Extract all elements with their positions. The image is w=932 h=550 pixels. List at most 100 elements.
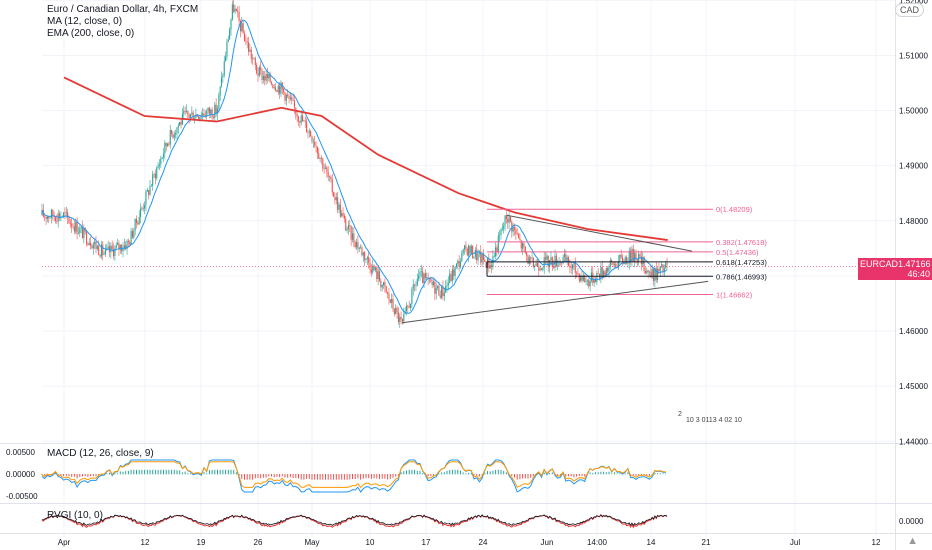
- macd-hist-bar: [98, 474, 100, 476]
- macd-hist-bar: [603, 471, 605, 475]
- candle-body: [326, 167, 328, 172]
- candle-body: [464, 245, 466, 250]
- candle-body: [520, 240, 522, 249]
- macd-hist-bar: [262, 474, 264, 478]
- candle-body: [157, 165, 159, 169]
- candle-body: [503, 225, 505, 229]
- candle-body: [455, 263, 457, 267]
- candle-body: [329, 176, 331, 178]
- macd-hist-bar: [462, 472, 464, 475]
- candle-body: [607, 267, 609, 272]
- macd-hist-bar: [662, 473, 664, 475]
- candle-body: [631, 248, 633, 262]
- candle-body: [234, 8, 236, 12]
- candle-body: [561, 262, 563, 264]
- macd-hist-bar: [136, 469, 137, 475]
- candle-body: [153, 173, 155, 175]
- macd-hist-bar: [451, 469, 453, 475]
- candle-body: [92, 244, 94, 249]
- candle-body: [291, 97, 293, 101]
- candle-body: [165, 142, 167, 146]
- macd-hist-bar: [379, 474, 380, 480]
- candle-body: [377, 271, 379, 279]
- candle-body: [627, 263, 629, 264]
- macd-hist-bar: [125, 471, 127, 475]
- candle-body: [273, 87, 275, 88]
- candle-body: [546, 255, 548, 260]
- candle-body: [262, 76, 264, 80]
- candle-body: [252, 58, 254, 60]
- candle-body: [167, 143, 169, 146]
- candle-body: [176, 127, 178, 134]
- macd-hist-bar: [306, 474, 308, 479]
- candle-body: [383, 282, 385, 286]
- macd-hist-bar: [106, 473, 108, 475]
- candle-body: [185, 110, 187, 112]
- macd-hist-bar: [289, 474, 291, 477]
- macd-hist-bar: [65, 474, 67, 476]
- candle-body: [576, 272, 578, 274]
- candle-body: [230, 19, 232, 30]
- candle-body: [245, 41, 247, 42]
- candle-body: [666, 263, 668, 265]
- candle-body: [407, 305, 409, 307]
- candle-body: [253, 58, 255, 59]
- time-axis-label: 21: [702, 538, 711, 547]
- candle-body: [241, 23, 243, 32]
- candle-body: [115, 245, 117, 248]
- candle-body: [285, 94, 287, 101]
- candle-body: [337, 197, 339, 210]
- candle-body: [601, 267, 603, 276]
- candle-body: [215, 104, 217, 114]
- candle-body: [346, 229, 348, 231]
- fib-level-label: 0.382(1.47618): [716, 238, 767, 247]
- candle-body: [505, 215, 507, 220]
- scale-settings-icon[interactable]: ▲: [907, 535, 918, 547]
- candle-body: [465, 245, 467, 249]
- price-tag-symbol: EURCAD: [860, 259, 899, 269]
- fib-level-label: 0.786(1.46993): [716, 272, 767, 281]
- candle-body: [662, 264, 664, 272]
- candle-body: [125, 245, 127, 250]
- candle-body: [302, 115, 304, 122]
- candle-body: [94, 241, 96, 245]
- candle-body: [64, 212, 66, 214]
- macd-hist-bar: [179, 470, 181, 475]
- candle-body: [100, 244, 102, 257]
- macd-hist-bar: [524, 474, 526, 479]
- candle-body: [378, 271, 381, 281]
- candle-body: [608, 266, 610, 272]
- candle-body: [562, 257, 564, 264]
- candle-body: [540, 268, 543, 270]
- candle-body: [49, 217, 51, 219]
- candle-body: [68, 217, 70, 224]
- macd-hist-bar: [468, 472, 470, 475]
- candle-body: [117, 243, 119, 246]
- candle-body: [148, 190, 150, 195]
- macd-hist-bar: [300, 474, 302, 480]
- candle-body: [581, 275, 583, 281]
- macd-hist-bar: [281, 474, 283, 477]
- candle-body: [158, 164, 160, 166]
- macd-hist-bar: [608, 471, 610, 475]
- candle-body: [563, 254, 565, 258]
- candle-body: [189, 114, 192, 118]
- currency-button[interactable]: CAD: [894, 3, 924, 17]
- candle-body: [511, 221, 513, 232]
- candle-body: [577, 273, 579, 275]
- macd-hist-bar: [443, 472, 445, 475]
- macd-hist-bar: [360, 474, 362, 480]
- candle-body: [557, 265, 559, 267]
- price-tag-countdown: 46:40: [907, 269, 930, 279]
- macd-hist-bar: [92, 474, 94, 477]
- candle-body: [416, 278, 418, 286]
- time-axis-label: 12: [141, 538, 150, 547]
- candle-body: [222, 75, 224, 78]
- candle-body: [188, 114, 190, 118]
- candle-body: [48, 216, 50, 219]
- candle-body: [412, 284, 414, 289]
- price-axis-label: 1.44000: [899, 437, 928, 446]
- macd-axis-label: -0.00500: [6, 492, 38, 501]
- macd-hist-bar: [611, 473, 613, 475]
